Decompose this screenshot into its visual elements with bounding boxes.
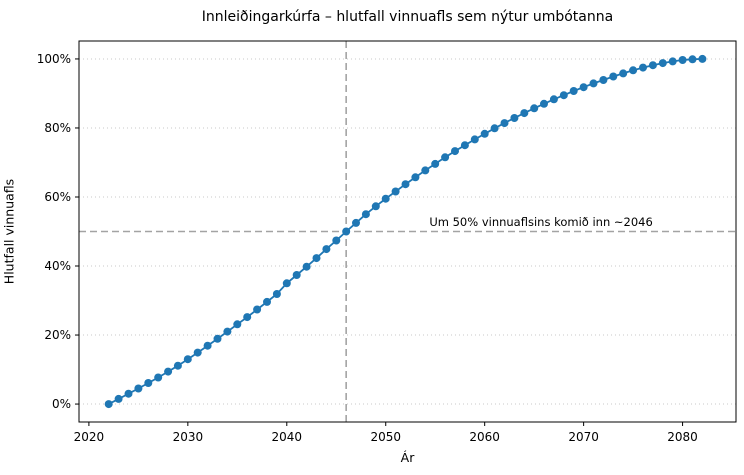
data-point — [530, 104, 539, 113]
data-point — [510, 114, 519, 122]
data-point — [282, 279, 291, 288]
data-point — [322, 245, 331, 254]
data-point — [154, 373, 163, 382]
data-point — [233, 320, 242, 329]
data-point — [203, 341, 212, 350]
data-point — [421, 166, 430, 175]
x-axis-label: Ár — [400, 450, 415, 465]
data-point — [629, 66, 638, 75]
data-point — [609, 72, 618, 81]
data-point — [648, 61, 657, 70]
data-point — [579, 83, 588, 92]
data-point — [144, 379, 153, 387]
data-series — [104, 54, 707, 409]
annotation-50pct-2046: Um 50% vinnuaflsins komið inn ~2046 — [429, 215, 652, 229]
data-point — [272, 290, 281, 298]
data-point — [520, 109, 529, 118]
x-tick-label: 2050 — [370, 430, 401, 444]
data-point — [332, 236, 341, 245]
data-point — [549, 95, 558, 104]
y-tick-label: 100% — [37, 52, 71, 66]
data-point — [213, 334, 222, 343]
y-tick-label: 20% — [44, 328, 71, 342]
data-point — [114, 394, 123, 403]
y-tick-label: 40% — [44, 259, 71, 273]
data-point — [411, 173, 420, 182]
data-point — [569, 87, 578, 95]
data-point — [381, 194, 390, 203]
x-tick-label: 2070 — [568, 430, 599, 444]
data-point — [668, 57, 677, 66]
data-point — [134, 384, 143, 393]
data-point — [480, 129, 489, 138]
data-point — [441, 153, 450, 162]
data-point — [292, 271, 301, 279]
gridlines — [79, 58, 736, 405]
data-point — [312, 254, 321, 263]
x-tick-label: 2020 — [74, 430, 105, 444]
y-tick-label: 0% — [52, 397, 71, 411]
data-point — [193, 348, 202, 357]
data-point — [401, 180, 410, 189]
data-point — [559, 91, 568, 100]
data-point — [243, 313, 252, 322]
x-tick-label: 2060 — [469, 430, 500, 444]
data-point — [451, 147, 459, 156]
data-point — [500, 119, 509, 128]
x-tick-label: 2040 — [272, 430, 303, 444]
data-point — [658, 59, 667, 68]
data-point — [678, 56, 687, 64]
data-point — [371, 202, 380, 211]
data-point — [164, 367, 173, 376]
data-point — [253, 305, 262, 314]
data-point — [540, 99, 548, 108]
data-point — [431, 159, 440, 168]
data-point — [173, 361, 182, 370]
data-point — [599, 76, 608, 84]
data-point — [460, 141, 469, 150]
data-point — [688, 55, 697, 64]
data-point — [490, 124, 499, 133]
data-point — [124, 389, 133, 398]
data-point — [698, 54, 707, 63]
data-point — [639, 63, 647, 72]
data-point — [470, 135, 479, 144]
data-point — [263, 297, 271, 306]
axes: 2020 2030 2040 2050 2060 2070 2080 0% 20% 40% 60% 8… — [37, 40, 737, 444]
data-point — [183, 355, 192, 364]
data-point — [361, 210, 370, 219]
y-tick-label: 80% — [44, 121, 71, 135]
data-point — [352, 218, 360, 227]
y-tick-label: 60% — [44, 190, 71, 204]
data-point — [342, 227, 351, 236]
x-tick-label: 2080 — [667, 430, 698, 444]
data-point — [223, 327, 232, 336]
data-point — [619, 69, 628, 78]
x-tick-label: 2030 — [173, 430, 204, 444]
data-point — [302, 262, 311, 271]
data-point — [104, 400, 113, 409]
plot-border — [78, 40, 737, 423]
data-point — [391, 187, 400, 196]
data-point — [589, 79, 598, 88]
chart-title: Innleiðingarkúrfa – hlutfall vinnuafls s… — [201, 9, 614, 25]
